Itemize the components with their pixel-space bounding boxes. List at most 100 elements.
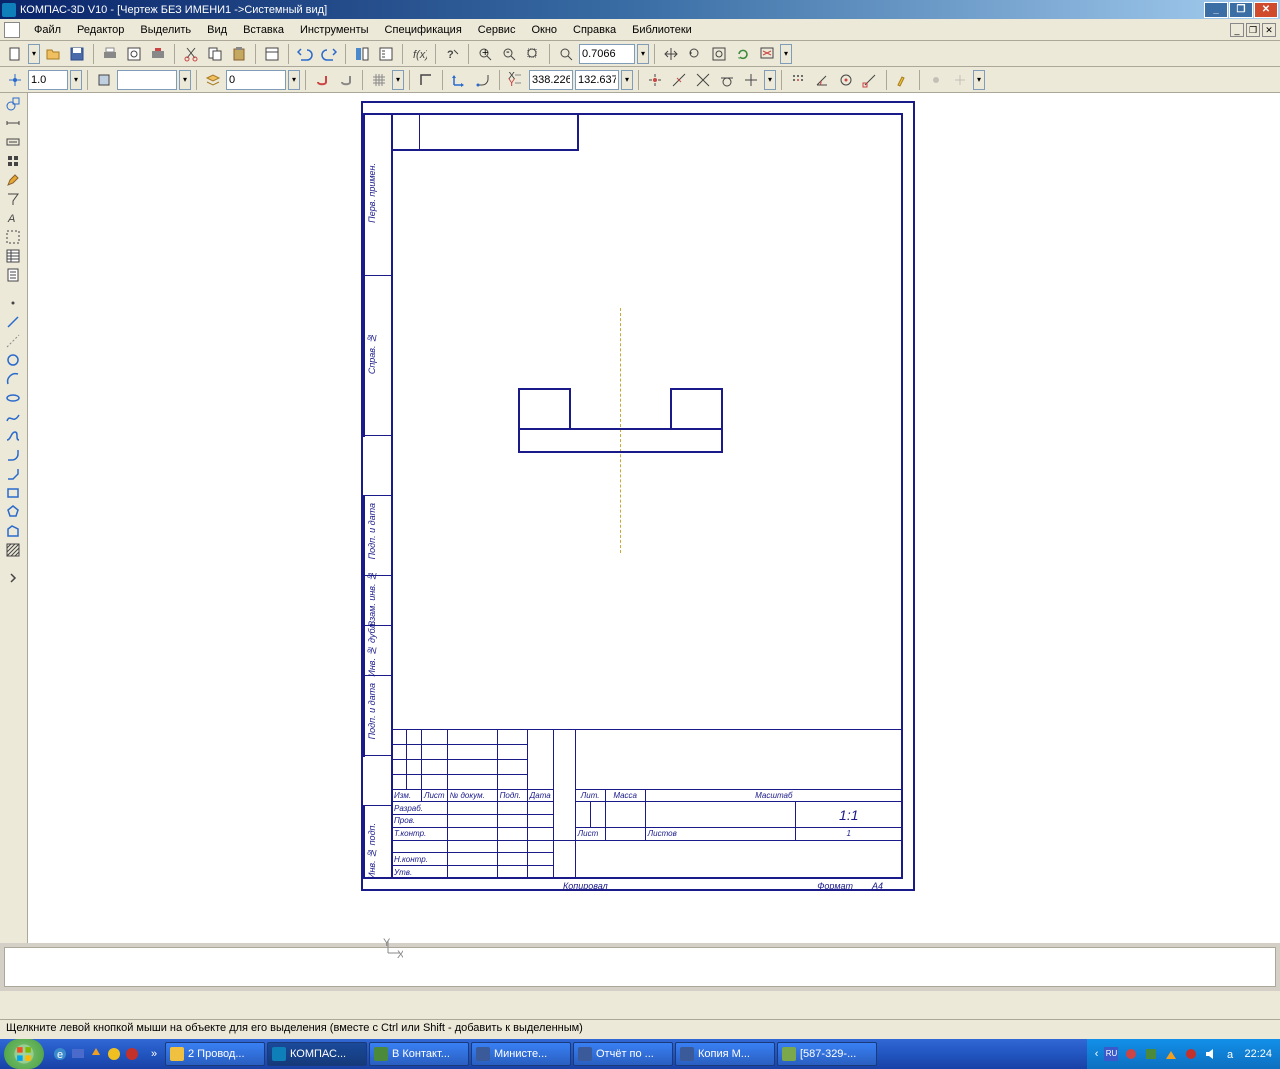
rect-tool[interactable]	[2, 484, 24, 502]
zoom-dropdown[interactable]: ▾	[637, 44, 649, 64]
taskbar-task[interactable]: КОМПАС...	[267, 1042, 367, 1066]
filter-dropdown[interactable]: ▾	[973, 70, 985, 90]
zoom-all-button[interactable]	[708, 43, 730, 65]
coord-y-input[interactable]	[575, 70, 619, 90]
state-dropdown[interactable]: ▾	[179, 70, 191, 90]
highlight-button[interactable]	[892, 69, 914, 91]
tray-icon3[interactable]	[1164, 1047, 1178, 1061]
save-button[interactable]	[66, 43, 88, 65]
report-button[interactable]	[2, 266, 24, 284]
select-button[interactable]	[2, 228, 24, 246]
step-dropdown[interactable]: ▾	[70, 70, 82, 90]
variables-button[interactable]: f(x)	[408, 43, 430, 65]
snap-center-button[interactable]	[835, 69, 857, 91]
tray-lang-icon[interactable]: RU	[1104, 1047, 1118, 1061]
minimize-button[interactable]: _	[1204, 2, 1228, 18]
filter1-button[interactable]	[925, 69, 947, 91]
help-button[interactable]: ?	[441, 43, 463, 65]
menu-window[interactable]: Окно	[523, 22, 565, 38]
ql-opera-icon[interactable]	[124, 1046, 140, 1062]
taskbar-task[interactable]: Министе...	[471, 1042, 571, 1066]
mdi-close[interactable]: ✕	[1262, 23, 1276, 37]
polygon-tool[interactable]	[2, 503, 24, 521]
spline-tool[interactable]	[2, 408, 24, 426]
snap-near-button[interactable]	[668, 69, 690, 91]
refresh-button[interactable]	[756, 43, 778, 65]
properties-button[interactable]	[261, 43, 283, 65]
pan-button[interactable]	[660, 43, 682, 65]
preview-button[interactable]	[123, 43, 145, 65]
ql-app1-icon[interactable]	[88, 1046, 104, 1062]
drawing-canvas[interactable]: Перв. примен. Справ. № Подп. и дата Взам…	[28, 93, 1280, 943]
redo-button[interactable]	[318, 43, 340, 65]
zoom-in-button[interactable]: +	[474, 43, 496, 65]
state-button[interactable]	[93, 69, 115, 91]
menu-select[interactable]: Выделить	[132, 22, 199, 38]
grid-dropdown[interactable]: ▾	[392, 70, 404, 90]
zoom-scale-button[interactable]	[555, 43, 577, 65]
manager-button[interactable]	[351, 43, 373, 65]
menu-libraries[interactable]: Библиотеки	[624, 22, 700, 38]
snap-grid2-button[interactable]	[787, 69, 809, 91]
step-input[interactable]	[28, 70, 68, 90]
taskbar-task[interactable]: Копия М...	[675, 1042, 775, 1066]
state-input[interactable]	[117, 70, 177, 90]
tray-volume-icon[interactable]	[1204, 1047, 1218, 1061]
coord-x-input[interactable]	[529, 70, 573, 90]
layer-dropdown[interactable]: ▾	[288, 70, 300, 90]
view-dropdown[interactable]: ▾	[780, 44, 792, 64]
round-button[interactable]	[472, 69, 494, 91]
rebuild-button[interactable]	[732, 43, 754, 65]
tray-expand[interactable]: ‹	[1095, 1048, 1099, 1060]
open-button[interactable]	[42, 43, 64, 65]
tray-icon5[interactable]: a	[1224, 1047, 1238, 1061]
snap-normal-button[interactable]	[740, 69, 762, 91]
print-button[interactable]	[99, 43, 121, 65]
circle-tool[interactable]	[2, 351, 24, 369]
snap-angle-button[interactable]	[811, 69, 833, 91]
tray-icon2[interactable]	[1144, 1047, 1158, 1061]
hatch-tool[interactable]	[2, 541, 24, 559]
step-button[interactable]	[4, 69, 26, 91]
line-tool[interactable]	[2, 313, 24, 331]
zoom-value-input[interactable]	[579, 44, 635, 64]
collapse-button[interactable]	[2, 569, 24, 587]
snap-on-button[interactable]	[311, 69, 333, 91]
grid-button[interactable]	[368, 69, 390, 91]
property-panel[interactable]	[4, 947, 1276, 987]
taskbar-task[interactable]: В Контакт...	[369, 1042, 469, 1066]
taskbar-task[interactable]: Отчёт по ...	[573, 1042, 673, 1066]
coord-dropdown[interactable]: ▾	[621, 70, 633, 90]
menu-spec[interactable]: Спецификация	[377, 22, 470, 38]
local-cs-button[interactable]	[448, 69, 470, 91]
geometry-button[interactable]	[2, 95, 24, 113]
snap-intersect-button[interactable]	[692, 69, 714, 91]
tray-icon4[interactable]	[1184, 1047, 1198, 1061]
dimensions-button[interactable]	[2, 114, 24, 132]
new-button[interactable]	[4, 43, 26, 65]
snap-dropdown[interactable]: ▾	[764, 70, 776, 90]
taskbar-task[interactable]: 2 Провод...	[165, 1042, 265, 1066]
zoom-window-button[interactable]	[522, 43, 544, 65]
menu-insert[interactable]: Вставка	[235, 22, 292, 38]
ellipse-tool[interactable]	[2, 389, 24, 407]
tray-icon1[interactable]	[1124, 1047, 1138, 1061]
snap-point-button[interactable]	[644, 69, 666, 91]
arc-tool[interactable]	[2, 370, 24, 388]
mdi-restore[interactable]: ❐	[1246, 23, 1260, 37]
copy-button[interactable]	[204, 43, 226, 65]
snap-off-button[interactable]	[335, 69, 357, 91]
layer-input[interactable]	[226, 70, 286, 90]
tree-button[interactable]	[375, 43, 397, 65]
menu-view[interactable]: Вид	[199, 22, 235, 38]
close-button[interactable]: ✕	[1254, 2, 1278, 18]
cut-button[interactable]	[180, 43, 202, 65]
tray-clock[interactable]: 22:24	[1244, 1048, 1272, 1060]
new-dropdown[interactable]: ▾	[28, 44, 40, 64]
undo-button[interactable]	[294, 43, 316, 65]
snap-tangent-button[interactable]	[716, 69, 738, 91]
filter2-button[interactable]	[949, 69, 971, 91]
bezier-tool[interactable]	[2, 427, 24, 445]
chamfer-tool[interactable]	[2, 465, 24, 483]
ortho-button[interactable]	[415, 69, 437, 91]
